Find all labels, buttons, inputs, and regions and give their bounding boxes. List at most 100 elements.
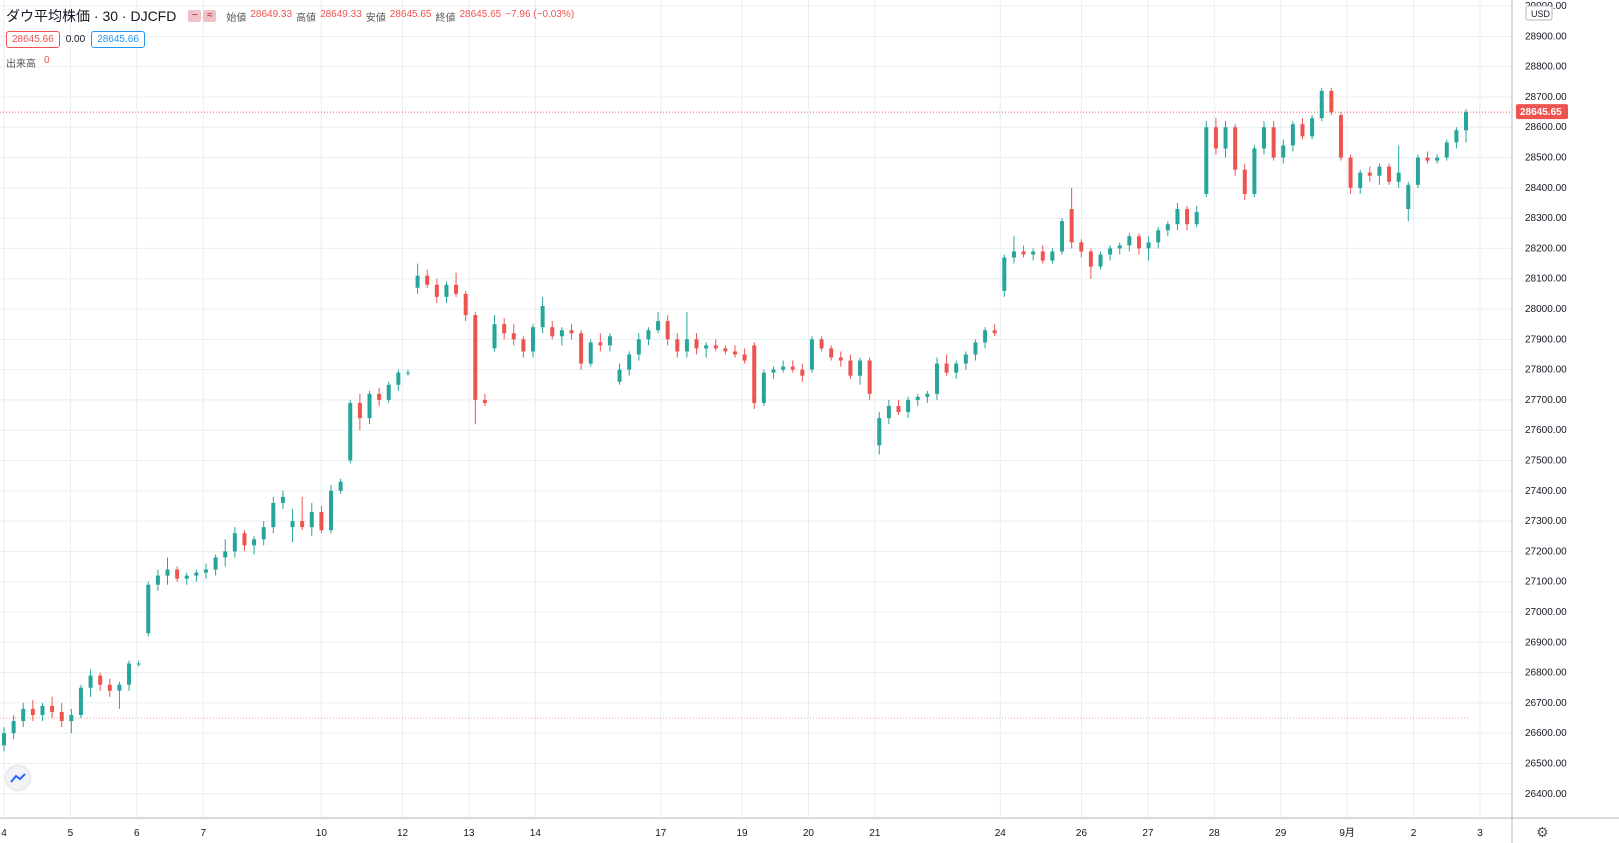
high-label: 高値 — [296, 12, 317, 24]
candle-body — [30, 708, 35, 715]
candle-body — [1435, 157, 1440, 161]
candle-body — [1040, 251, 1045, 261]
candle-body — [367, 393, 372, 419]
candle-body — [819, 339, 824, 349]
hide-icon[interactable]: − — [188, 10, 202, 22]
x-tick-label: 21 — [869, 828, 881, 839]
candle-body — [1444, 142, 1449, 158]
candle-body — [569, 330, 574, 334]
x-tick-label: 10 — [316, 828, 328, 839]
candle-body — [992, 330, 997, 334]
candle-body — [329, 490, 334, 531]
y-tick-label: 26600.00 — [1525, 728, 1567, 739]
candle-body — [877, 418, 882, 446]
x-tick-label: 28 — [1209, 828, 1221, 839]
price-axis[interactable]: 26400.00 26500.00 26600.00 26700.00 26800.00… — [1511, 0, 1568, 843]
candle-body — [1358, 172, 1363, 188]
gear-icon[interactable]: ⚙ — [1536, 824, 1549, 840]
candle-body — [1194, 212, 1199, 225]
candle-body — [848, 360, 853, 376]
y-tick-label: 27300.00 — [1525, 516, 1567, 527]
candle-body — [338, 481, 343, 491]
candle-body — [742, 354, 747, 361]
x-tick-label: 17 — [655, 828, 667, 839]
y-tick-label: 26700.00 — [1525, 698, 1567, 709]
candle-body — [1387, 166, 1392, 182]
y-tick-label: 27400.00 — [1525, 486, 1567, 497]
candle-body — [290, 521, 295, 528]
candle-body — [627, 354, 632, 370]
last-price-badge — [1516, 104, 1568, 120]
compare-icon[interactable]: ≈ — [203, 10, 217, 22]
candle-body — [425, 275, 430, 285]
y-tick-label: 27900.00 — [1525, 334, 1567, 345]
candle-body — [396, 372, 401, 385]
y-tick-label: 28700.00 — [1525, 92, 1567, 103]
high-value: 28649.33 — [320, 8, 362, 20]
candle-body — [790, 366, 795, 370]
candle-body — [617, 369, 622, 382]
candle-body — [915, 396, 920, 400]
y-tick-label: 28200.00 — [1525, 243, 1567, 254]
candle-body — [78, 687, 83, 715]
x-tick-label: 13 — [463, 828, 475, 839]
candle-body — [463, 293, 468, 316]
low-label: 安値 — [365, 12, 386, 24]
candle-body — [348, 402, 353, 461]
candle-body — [434, 284, 439, 297]
y-tick-label: 27200.00 — [1525, 546, 1567, 557]
candle-body — [155, 575, 160, 585]
candle-body — [607, 336, 612, 346]
candle-body — [2, 733, 6, 746]
x-tick-label: 14 — [530, 828, 542, 839]
candle-body — [1252, 148, 1257, 194]
candle-body — [1377, 166, 1382, 176]
candle-body — [386, 384, 391, 400]
candle-body — [1011, 251, 1016, 258]
candle-body — [704, 345, 709, 349]
y-tick-label: 27800.00 — [1525, 365, 1567, 376]
symbol-title[interactable]: ダウ平均株価 · 30 · DJCFD — [6, 8, 177, 24]
candle-body — [69, 714, 74, 722]
x-tick-label: 6 — [134, 828, 140, 839]
candle-body — [1223, 127, 1228, 149]
y-tick-label: 27500.00 — [1525, 456, 1567, 467]
candle-body — [117, 684, 122, 691]
candle-body — [598, 342, 603, 346]
candle-body — [934, 363, 939, 394]
sell-button[interactable]: 28645.66 — [6, 31, 60, 48]
y-tick-label: 28500.00 — [1525, 153, 1567, 164]
candle-body — [1281, 145, 1286, 158]
buy-button[interactable]: 28645.66 — [91, 31, 145, 48]
candle-body — [40, 705, 45, 715]
candle-body — [1233, 127, 1238, 170]
y-tick-label: 27600.00 — [1525, 425, 1567, 436]
candle-body — [1242, 169, 1247, 194]
y-tick-label: 26400.00 — [1525, 789, 1567, 800]
tradingview-logo-icon[interactable] — [6, 766, 30, 790]
candle-body — [1262, 127, 1267, 149]
candle-body — [559, 330, 564, 337]
candle-body — [675, 339, 680, 352]
x-tick-label: 7 — [200, 828, 206, 839]
candle-body — [482, 399, 487, 403]
candle-body — [588, 342, 593, 364]
x-tick-label: 19 — [736, 828, 748, 839]
candle-body — [963, 354, 968, 364]
candle-body — [1050, 251, 1055, 261]
candle-body — [665, 321, 670, 340]
candle-body — [1060, 221, 1065, 252]
candle-body — [1348, 157, 1353, 188]
volume-value: 0 — [44, 55, 50, 66]
change-value: −7.96 (−0.03%) — [505, 8, 575, 20]
candle-body — [944, 363, 949, 373]
time-axis[interactable]: 4 5 6 7 10 12 13 14 17 19 20 21 24 26 27 28 29 9月 2 3 — [0, 817, 1619, 839]
legend-controls[interactable]: − ≈ — [188, 10, 217, 22]
x-tick-label: 3 — [1477, 828, 1483, 839]
candle-body — [127, 663, 132, 685]
candle-body — [954, 363, 959, 373]
candle-body — [1329, 90, 1334, 113]
candle-body — [1127, 236, 1132, 246]
currency-label: USD — [1531, 9, 1551, 19]
